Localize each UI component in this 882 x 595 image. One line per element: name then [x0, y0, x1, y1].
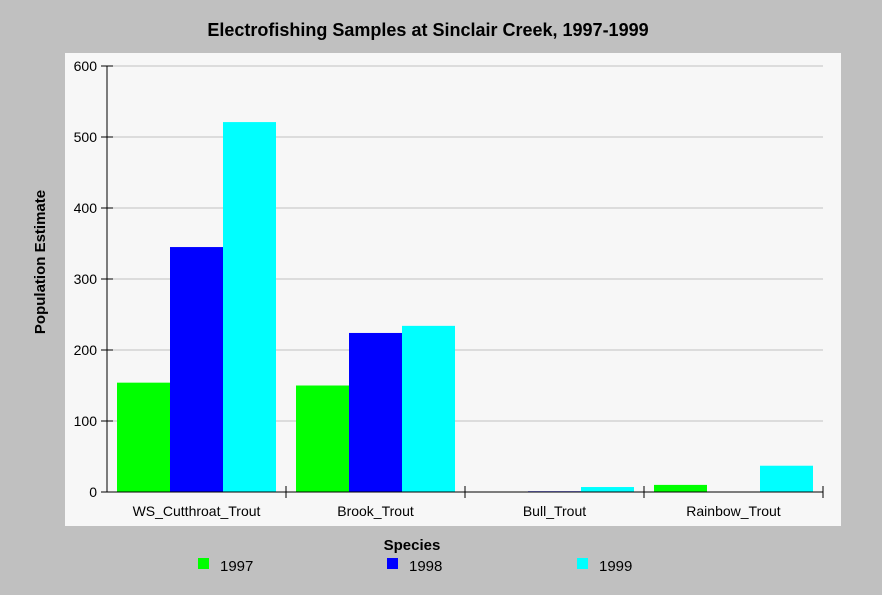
bar-ws-cutthroat-trout-1998 [170, 247, 223, 492]
legend-label-1997: 1997 [220, 558, 253, 575]
y-tick-label: 0 [89, 484, 97, 500]
legend: 1997 1998 1999 [198, 558, 632, 575]
legend-label-1998: 1998 [409, 558, 442, 575]
bar-rainbow-trout-1999 [760, 465, 813, 492]
legend-swatch-1997 [198, 558, 209, 569]
bar-ws-cutthroat-trout-1997 [117, 382, 170, 492]
y-tick-label: 500 [74, 129, 98, 145]
x-tick-label: Rainbow_Trout [686, 503, 781, 519]
legend-swatch-1998 [387, 558, 398, 569]
x-tick-label: WS_Cutthroat_Trout [133, 503, 261, 519]
bars [117, 122, 813, 492]
y-tick-label: 300 [74, 271, 98, 287]
bar-rainbow-trout-1997 [654, 484, 707, 492]
chart-title: Electrofishing Samples at Sinclair Creek… [207, 20, 648, 40]
y-tick-label: 100 [74, 413, 98, 429]
bar-bull-trout-1999 [581, 487, 634, 492]
y-axis-label: Population Estimate [32, 190, 49, 334]
y-tick-label: 600 [74, 58, 98, 74]
axes: 0 100 200 300 400 500 600 WS_Cutthroat_Trout Bro… [74, 58, 824, 519]
x-tick-label: Brook_Trout [337, 503, 414, 519]
y-tick-label: 400 [74, 200, 98, 216]
bar-ws-cutthroat-trout-1999 [223, 122, 276, 492]
x-axis-label: Species [384, 537, 441, 554]
y-tick-label: 200 [74, 342, 98, 358]
x-tick-label: Bull_Trout [523, 503, 586, 519]
bar-brook-trout-1997 [296, 385, 349, 492]
legend-swatch-1999 [577, 558, 588, 569]
bar-brook-trout-1999 [402, 325, 455, 492]
legend-label-1999: 1999 [599, 558, 632, 575]
bar-brook-trout-1998 [349, 332, 402, 492]
